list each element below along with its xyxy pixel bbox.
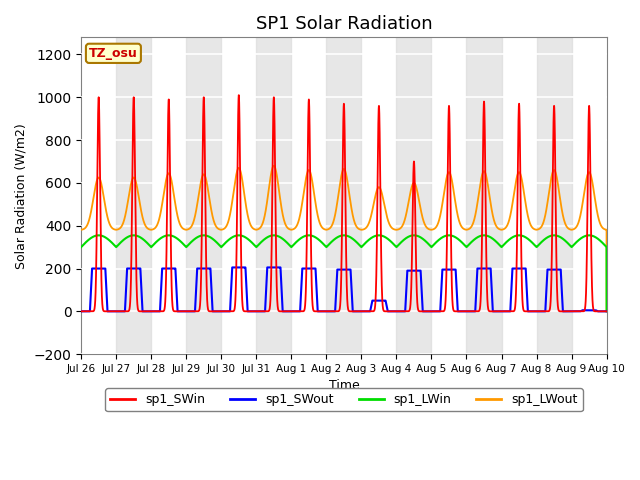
- Bar: [467, 37, 502, 354]
- sp1_LWout: [77, 227, 85, 233]
- sp1_SWout: [228, 264, 236, 270]
- sp1_SWin: [417, 309, 424, 314]
- sp1_SWout: [77, 309, 85, 314]
- sp1_SWin: [77, 309, 85, 314]
- sp1_SWin: [601, 309, 609, 314]
- sp1_LWout: [274, 180, 282, 185]
- sp1_SWout: [491, 309, 499, 314]
- sp1_LWin: [95, 232, 102, 238]
- sp1_LWout: [601, 227, 609, 232]
- sp1_LWout: [417, 204, 424, 210]
- Bar: [396, 37, 431, 354]
- sp1_SWout: [189, 309, 197, 314]
- sp1_SWin: [274, 305, 282, 311]
- sp1_SWout: [274, 264, 282, 270]
- sp1_LWin: [274, 233, 282, 239]
- sp1_LWin: [77, 244, 85, 250]
- sp1_LWin: [491, 238, 499, 243]
- Bar: [256, 37, 291, 354]
- sp1_LWin: [190, 237, 198, 243]
- Line: sp1_SWin: sp1_SWin: [81, 95, 607, 312]
- Bar: [326, 37, 362, 354]
- Line: sp1_LWin: sp1_LWin: [81, 235, 607, 312]
- Title: SP1 Solar Radiation: SP1 Solar Radiation: [255, 15, 432, 33]
- sp1_LWin: [601, 242, 609, 248]
- sp1_SWout: [417, 268, 424, 274]
- sp1_SWout: [603, 309, 611, 314]
- Line: sp1_SWout: sp1_SWout: [81, 267, 607, 312]
- Legend: sp1_SWin, sp1_SWout, sp1_LWin, sp1_LWout: sp1_SWin, sp1_SWout, sp1_LWin, sp1_LWout: [105, 388, 583, 411]
- sp1_LWout: [270, 163, 278, 168]
- sp1_SWin: [491, 309, 499, 314]
- sp1_LWout: [603, 309, 611, 314]
- Bar: [186, 37, 221, 354]
- sp1_LWout: [184, 227, 192, 232]
- sp1_SWin: [189, 309, 197, 314]
- Bar: [536, 37, 572, 354]
- X-axis label: Time: Time: [328, 379, 359, 393]
- Y-axis label: Solar Radiation (W/m2): Solar Radiation (W/m2): [15, 123, 28, 269]
- sp1_SWout: [184, 309, 192, 314]
- sp1_LWin: [603, 309, 611, 314]
- sp1_SWout: [601, 309, 609, 314]
- sp1_LWin: [184, 242, 192, 248]
- sp1_LWout: [491, 220, 499, 226]
- sp1_SWin: [184, 309, 192, 314]
- Bar: [116, 37, 151, 354]
- Line: sp1_LWout: sp1_LWout: [81, 166, 607, 312]
- sp1_SWin: [603, 309, 611, 314]
- Text: TZ_osu: TZ_osu: [89, 47, 138, 60]
- sp1_LWout: [189, 219, 197, 225]
- sp1_SWin: [235, 92, 243, 98]
- sp1_LWin: [417, 234, 424, 240]
